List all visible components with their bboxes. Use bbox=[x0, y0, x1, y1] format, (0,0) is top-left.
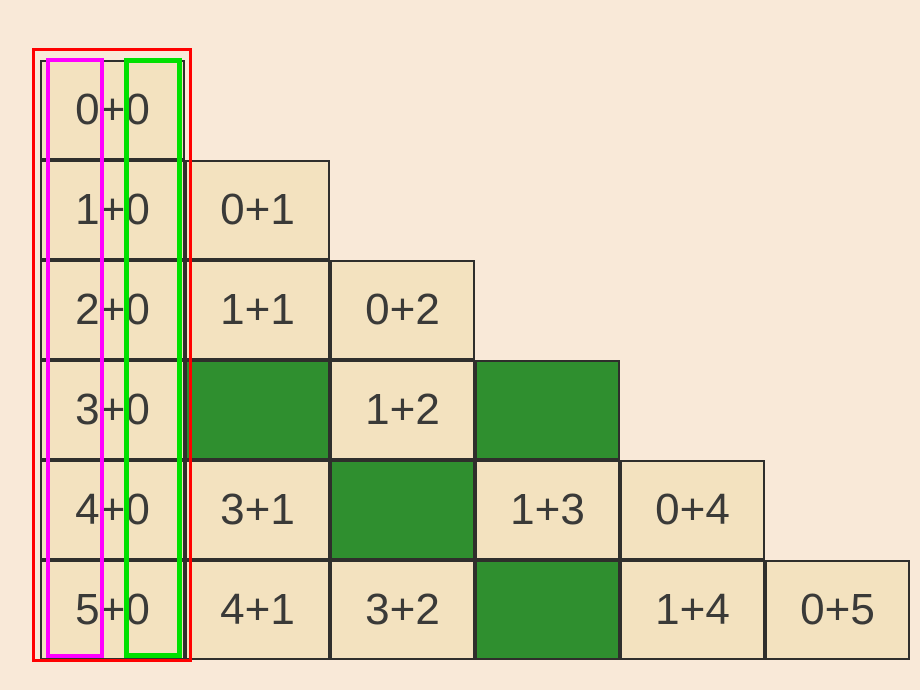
expr-text: 0+5 bbox=[800, 585, 875, 635]
expr-cell: 4+1 bbox=[185, 560, 330, 660]
expr-text: 4+1 bbox=[220, 585, 295, 635]
expr-text: 1+3 bbox=[510, 485, 585, 535]
blank-cell bbox=[330, 460, 475, 560]
expr-cell: 3+1 bbox=[185, 460, 330, 560]
expr-cell: 1+2 bbox=[330, 360, 475, 460]
addition-staircase-diagram: 0+01+00+12+01+10+23+01+24+03+11+30+45+04… bbox=[0, 0, 920, 690]
green-digit-box bbox=[124, 58, 182, 658]
expr-cell: 0+1 bbox=[185, 160, 330, 260]
expr-cell: 0+4 bbox=[620, 460, 765, 560]
expr-text: 3+1 bbox=[220, 485, 295, 535]
expr-text: 1+4 bbox=[655, 585, 730, 635]
blank-cell bbox=[475, 560, 620, 660]
blank-cell bbox=[185, 360, 330, 460]
expr-cell: 3+2 bbox=[330, 560, 475, 660]
expr-cell: 1+4 bbox=[620, 560, 765, 660]
expr-cell: 0+5 bbox=[765, 560, 910, 660]
expr-text: 0+4 bbox=[655, 485, 730, 535]
expr-cell: 1+3 bbox=[475, 460, 620, 560]
expr-text: 1+1 bbox=[220, 285, 295, 335]
blank-cell bbox=[475, 360, 620, 460]
expr-text: 1+2 bbox=[365, 385, 440, 435]
expr-text: 3+2 bbox=[365, 585, 440, 635]
expr-text: 0+1 bbox=[220, 185, 295, 235]
magenta-digit-box bbox=[46, 58, 104, 658]
expr-cell: 1+1 bbox=[185, 260, 330, 360]
expr-cell: 0+2 bbox=[330, 260, 475, 360]
expr-text: 0+2 bbox=[365, 285, 440, 335]
